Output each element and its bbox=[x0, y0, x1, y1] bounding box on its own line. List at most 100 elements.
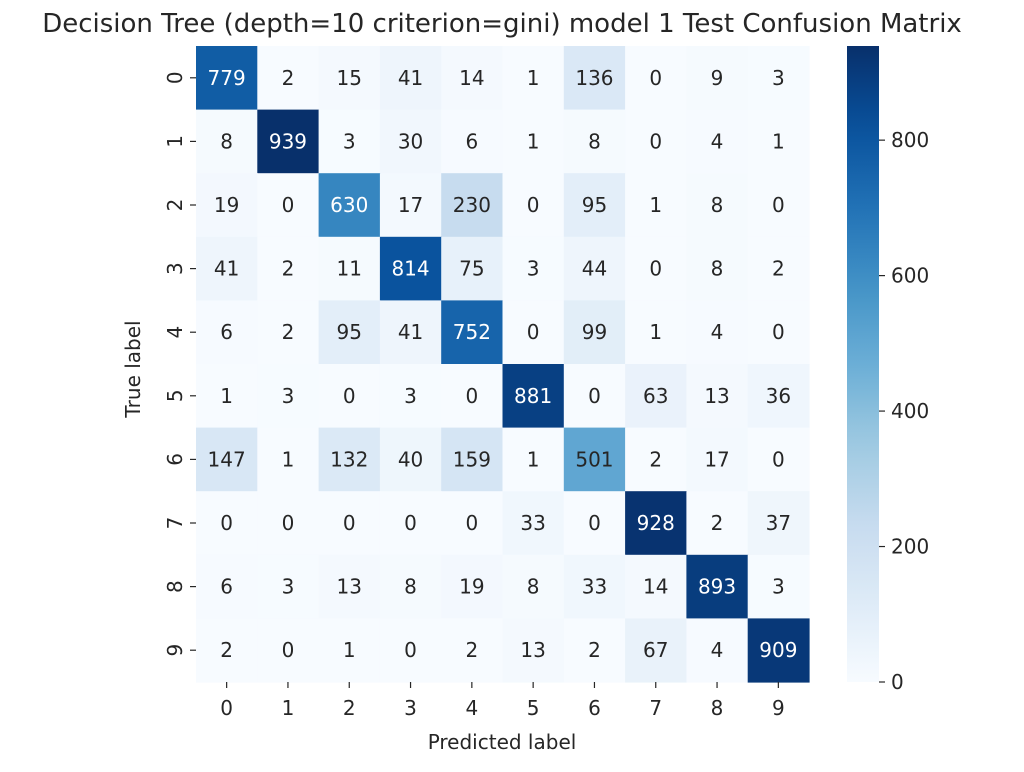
y-tick-label: 4 bbox=[163, 326, 187, 339]
cell-value-label: 1 bbox=[527, 66, 540, 90]
heatmap-cell bbox=[747, 46, 810, 111]
heatmap-cell bbox=[686, 109, 749, 174]
cell-value-label: 41 bbox=[398, 66, 423, 90]
cell-value-label: 13 bbox=[520, 638, 545, 662]
heatmap-cell bbox=[686, 236, 749, 301]
heatmap-cell bbox=[747, 618, 810, 683]
y-tick-label: 6 bbox=[163, 453, 187, 466]
cell-value-label: 3 bbox=[772, 66, 785, 90]
cell-value-label: 2 bbox=[772, 257, 785, 281]
cell-value-label: 814 bbox=[391, 257, 429, 281]
cell-value-label: 11 bbox=[337, 257, 362, 281]
heatmap-cell bbox=[625, 173, 687, 238]
cell-value-label: 8 bbox=[711, 257, 724, 281]
cell-value-label: 14 bbox=[643, 575, 668, 599]
heatmap-cell bbox=[379, 618, 442, 683]
cell-value-label: 0 bbox=[772, 320, 785, 344]
cell-value-label: 13 bbox=[704, 384, 729, 408]
cell-value-label: 30 bbox=[398, 129, 423, 153]
cell-value-label: 33 bbox=[582, 575, 607, 599]
heatmap-cell bbox=[502, 491, 565, 556]
heatmap-cell bbox=[502, 46, 565, 111]
heatmap-cell bbox=[257, 427, 320, 492]
cell-value-label: 14 bbox=[459, 66, 484, 90]
cell-value-label: 1 bbox=[772, 129, 785, 153]
cell-value-label: 3 bbox=[282, 384, 295, 408]
heatmap-cell bbox=[318, 236, 381, 301]
cell-value-label: 0 bbox=[527, 193, 540, 217]
heatmap-cell bbox=[747, 300, 810, 365]
cell-value-label: 8 bbox=[220, 129, 233, 153]
cell-value-label: 136 bbox=[575, 66, 613, 90]
cell-value-label: 230 bbox=[453, 193, 491, 217]
heatmap-cell bbox=[257, 300, 320, 365]
cell-value-label: 8 bbox=[404, 575, 417, 599]
heatmap-cell bbox=[747, 109, 810, 174]
cell-value-label: 44 bbox=[582, 257, 607, 281]
cell-value-label: 909 bbox=[759, 638, 797, 662]
heatmap-cell bbox=[563, 427, 626, 492]
cell-value-label: 0 bbox=[649, 257, 662, 281]
heatmap-cell bbox=[747, 427, 810, 492]
cell-value-label: 75 bbox=[459, 257, 484, 281]
heatmap-cell bbox=[257, 236, 320, 301]
heatmap-cell bbox=[625, 618, 687, 683]
heatmap-cell bbox=[625, 300, 687, 365]
heatmap-cell bbox=[747, 364, 810, 429]
heatmap-cell bbox=[686, 364, 749, 429]
heatmap-cell bbox=[196, 236, 258, 301]
cell-value-label: 41 bbox=[214, 257, 239, 281]
colorbar-ticks: 0 200 400 600 800 bbox=[879, 128, 929, 694]
cell-value-label: 19 bbox=[214, 193, 239, 217]
cell-value-label: 0 bbox=[282, 193, 295, 217]
x-axis-ticks: 0 1 2 3 4 5 6 7 8 9 bbox=[220, 682, 785, 720]
cell-value-label: 8 bbox=[527, 575, 540, 599]
cell-value-label: 1 bbox=[649, 193, 662, 217]
heatmap-cell bbox=[196, 427, 258, 492]
heatmap-cell bbox=[257, 618, 320, 683]
heatmap-cell bbox=[196, 554, 258, 619]
heatmap-cell bbox=[563, 46, 626, 111]
y-tick-label: 1 bbox=[163, 135, 187, 148]
heatmap-cell bbox=[625, 236, 687, 301]
heatmap-cell bbox=[379, 491, 442, 556]
heatmap-cell bbox=[379, 554, 442, 619]
cell-value-label: 630 bbox=[330, 193, 368, 217]
heatmap-cell bbox=[502, 364, 565, 429]
heatmap-cell bbox=[318, 300, 381, 365]
colorbar-tick-label: 800 bbox=[891, 128, 929, 152]
chart-title: Decision Tree (depth=10 criterion=gini) … bbox=[42, 9, 962, 39]
y-tick-label: 3 bbox=[163, 262, 187, 275]
cell-value-label: 17 bbox=[398, 193, 423, 217]
heatmap-cell bbox=[625, 364, 687, 429]
cell-value-label: 8 bbox=[588, 129, 601, 153]
y-axis-ticks: 0 1 2 3 4 5 6 7 8 9 bbox=[163, 71, 196, 657]
cell-value-label: 2 bbox=[282, 320, 295, 344]
heatmap-cells bbox=[196, 46, 810, 683]
cell-value-label: 99 bbox=[582, 320, 607, 344]
heatmap-cell bbox=[441, 618, 504, 683]
heatmap-cell bbox=[686, 173, 749, 238]
x-tick-label: 5 bbox=[527, 696, 540, 720]
heatmap-cell bbox=[318, 618, 381, 683]
heatmap-cell bbox=[379, 300, 442, 365]
heatmap-cell bbox=[625, 427, 687, 492]
heatmap-cell bbox=[257, 46, 320, 111]
cell-value-label: 8 bbox=[711, 193, 724, 217]
heatmap-cell bbox=[747, 173, 810, 238]
cell-value-label: 13 bbox=[337, 575, 362, 599]
cell-value-label: 95 bbox=[337, 320, 362, 344]
heatmap-cell bbox=[379, 236, 442, 301]
heatmap-cell bbox=[441, 364, 504, 429]
cell-value-label: 159 bbox=[453, 447, 491, 471]
cell-value-label: 4 bbox=[711, 638, 724, 662]
colorbar-tick-label: 200 bbox=[891, 535, 929, 559]
cell-value-label: 1 bbox=[527, 447, 540, 471]
cell-value-label: 2 bbox=[282, 257, 295, 281]
cell-value-label: 6 bbox=[220, 320, 233, 344]
cell-value-label: 939 bbox=[269, 129, 307, 153]
cell-value-label: 147 bbox=[208, 447, 246, 471]
cell-value-label: 17 bbox=[704, 447, 729, 471]
x-tick-label: 9 bbox=[772, 696, 785, 720]
heatmap-cell-labels: 779 2 15 41 14 1 136 0 9 38 939 3 30 6 1 8 0 4 119 0 630 17 23… bbox=[208, 66, 798, 662]
